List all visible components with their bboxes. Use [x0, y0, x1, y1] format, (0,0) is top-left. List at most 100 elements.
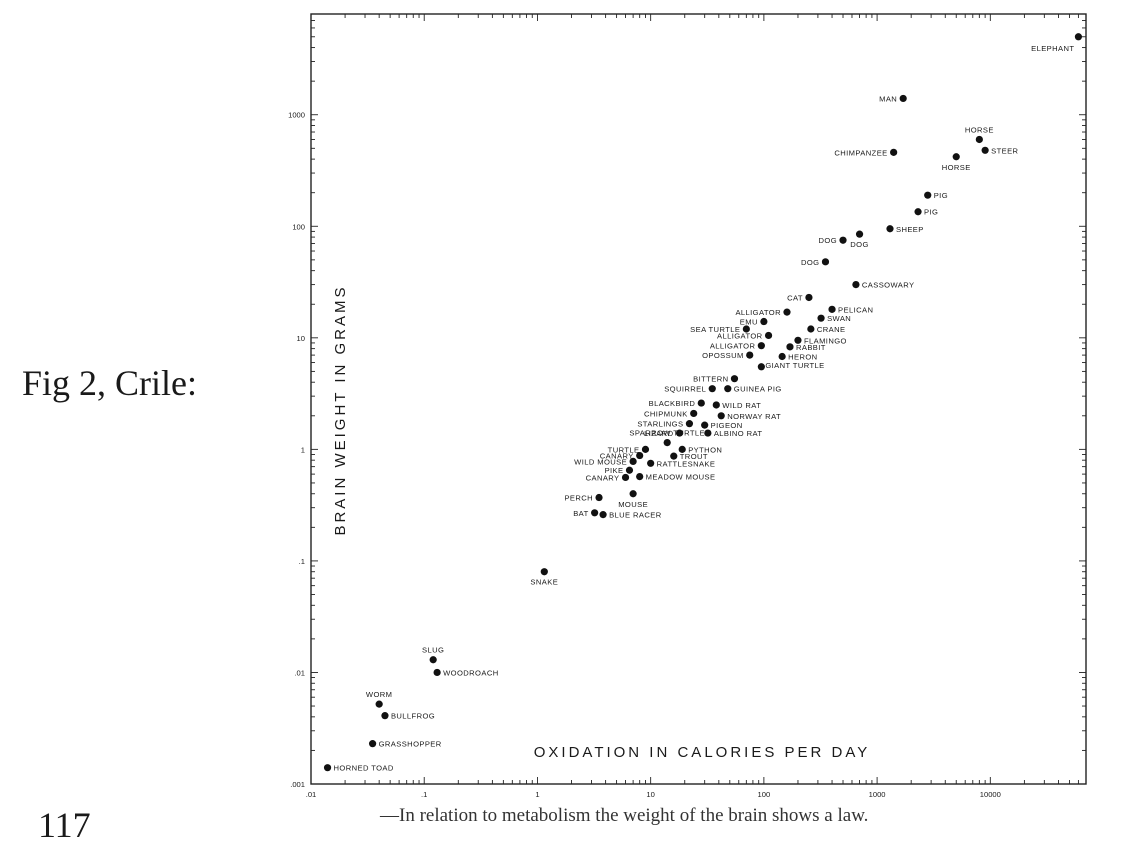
data-point-label: ALLIGATOR — [710, 342, 756, 351]
data-point-label: MAN — [879, 94, 897, 103]
data-point — [701, 421, 709, 429]
data-point — [636, 472, 644, 481]
data-point-label: STEER — [991, 146, 1018, 155]
data-point-label: SQUIRREL — [664, 385, 706, 394]
plot-frame — [310, 13, 1087, 785]
x-tick-label: 10 — [646, 790, 654, 799]
data-point-label: WILD MOUSE — [574, 457, 627, 466]
data-point-label: TURTLE — [608, 445, 640, 454]
data-point — [368, 740, 377, 748]
x-tick-label: 1000 — [869, 790, 886, 799]
x-tick-label: 1 — [535, 790, 539, 799]
data-point — [708, 385, 716, 393]
data-point — [675, 429, 684, 437]
data-point-label: ALLIGATOR — [735, 308, 781, 317]
y-tick-label: .01 — [294, 668, 305, 677]
data-point-label: WORM — [366, 690, 392, 699]
data-point-label: BLUE RACER — [609, 511, 662, 520]
data-point-label: CRANE — [817, 325, 846, 334]
data-point — [886, 225, 894, 233]
data-point-label: LIZARD — [644, 429, 674, 438]
x-axis-title: OXIDATION IN CALORIES PER DAY — [534, 744, 871, 761]
data-point-label: PELICAN — [838, 305, 873, 314]
data-point — [678, 445, 686, 453]
x-tick-label: .01 — [306, 790, 317, 799]
data-point — [805, 293, 813, 302]
data-point-label: BITTERN — [693, 375, 728, 384]
y-tick-label: .1 — [299, 557, 305, 566]
data-point — [712, 401, 720, 409]
data-point-label: SPARROW TURTLE — [629, 429, 705, 438]
data-point — [742, 325, 750, 333]
data-point — [855, 230, 864, 238]
data-point-label: BULLFROG — [391, 712, 435, 721]
data-point-label: SWAN — [827, 314, 851, 323]
data-point — [757, 363, 765, 371]
data-point-label: FLAMINGO — [804, 336, 847, 345]
data-point — [323, 764, 332, 772]
data-point-label: CASSOWARY — [862, 281, 915, 290]
data-point-label: CANARY — [586, 473, 620, 482]
data-point-label: HERON — [788, 353, 817, 362]
data-point-label: GIANT TURTLE — [765, 361, 824, 370]
data-point-label: SHEEP — [896, 225, 924, 234]
data-point — [685, 420, 694, 428]
data-point — [828, 305, 836, 313]
y-axis-title: BRAIN WEIGHT IN GRAMS — [332, 284, 349, 535]
data-point — [914, 208, 922, 216]
data-point-label: PIG — [924, 208, 938, 217]
data-point — [786, 343, 794, 351]
x-tick-label: 10000 — [980, 790, 1001, 799]
x-axis-ticks: .01 .1 1 10 100 1000 10000 — [306, 14, 1087, 799]
data-point — [647, 459, 655, 467]
data-point — [1074, 33, 1083, 41]
data-point — [375, 700, 383, 708]
data-point — [697, 399, 705, 407]
data-point-label: CHIMPANZEE — [834, 148, 887, 157]
data-point-label: BLACKBIRD — [649, 399, 696, 408]
page-number: 117 — [38, 805, 91, 845]
data-point — [890, 148, 898, 156]
data-point-label: PIGEON — [711, 421, 743, 430]
data-point — [429, 656, 437, 664]
data-point — [746, 351, 754, 359]
data-point — [625, 466, 634, 474]
data-point — [670, 452, 678, 460]
data-point-label: TROUT — [680, 452, 708, 461]
data-point-label: PIG — [934, 191, 948, 200]
y-tick-label: 1000 — [288, 111, 305, 120]
data-point — [540, 568, 548, 576]
data-point-label: BAT — [573, 509, 588, 518]
data-point-label: ALLIGATOR — [717, 331, 763, 340]
data-point — [704, 429, 712, 437]
x-tick-label: 100 — [758, 790, 771, 799]
data-point-label: RABBIT — [796, 343, 826, 352]
data-point-label: MEADOW MOUSE — [646, 473, 716, 482]
data-point-label: SNAKE — [530, 578, 558, 587]
data-point — [794, 336, 802, 344]
data-point — [839, 236, 847, 244]
data-point — [821, 258, 830, 266]
data-point-label: DOG — [850, 240, 869, 249]
figure-caption: —In relation to metabolism the weight of… — [380, 805, 869, 826]
data-point-label: RATTLESNAKE — [657, 459, 716, 468]
y-tick-label: 10 — [297, 334, 305, 343]
data-point-label: SEA TURTLE — [690, 325, 740, 334]
data-point — [433, 668, 441, 677]
data-point-label: GUINEA PIG — [734, 385, 782, 394]
data-point-label: EMU — [740, 318, 758, 327]
data-point-label: WILD RAT — [722, 401, 761, 410]
data-point-label: PYTHON — [688, 445, 722, 454]
data-point-label: HORNED TOAD — [334, 764, 394, 773]
y-tick-label: .001 — [290, 780, 305, 789]
data-point — [852, 281, 860, 289]
data-point — [817, 314, 825, 322]
data-point — [595, 493, 603, 502]
data-point-label: PIKE — [605, 466, 624, 475]
data-point-label: CHIPMUNK — [644, 409, 688, 418]
data-point-label: HORSE — [942, 163, 971, 172]
data-point — [717, 412, 725, 420]
data-point — [636, 451, 644, 460]
data-point — [641, 445, 650, 453]
